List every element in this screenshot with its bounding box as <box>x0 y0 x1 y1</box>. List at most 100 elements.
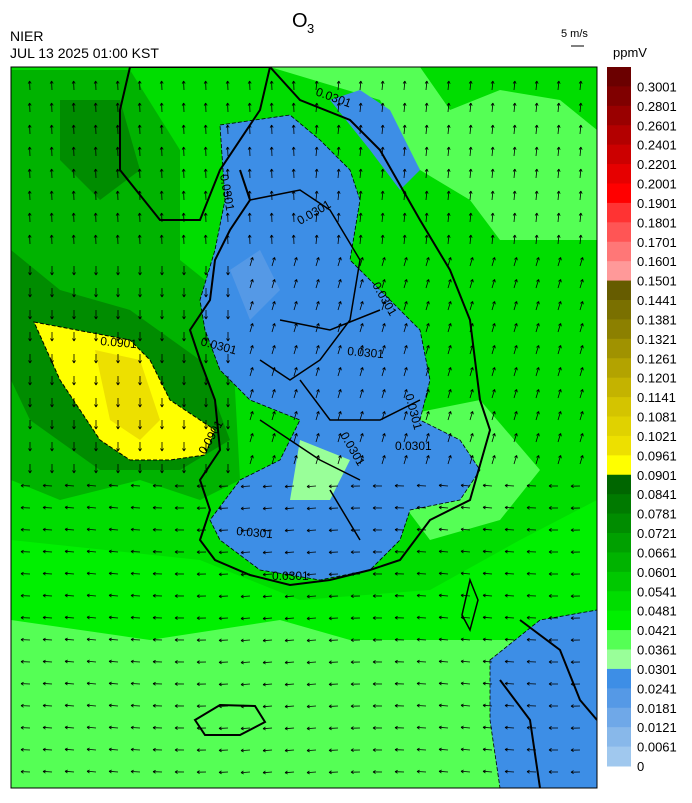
wind-arrow <box>578 124 583 135</box>
wind-arrow <box>526 681 537 686</box>
wind-arrow <box>416 615 427 620</box>
wind-arrow <box>116 398 120 408</box>
wind-arrow <box>196 704 207 709</box>
wind-arrow <box>468 124 473 135</box>
wind-arrow <box>534 168 539 179</box>
wind-arrow <box>28 420 32 430</box>
wind-arrow <box>557 455 562 465</box>
wind-arrow <box>359 301 364 311</box>
wind-arrow <box>460 615 471 620</box>
wind-arrow <box>50 420 54 430</box>
wind-arrow <box>115 146 120 157</box>
wind-arrow <box>548 638 559 642</box>
wind-arrow <box>86 769 97 774</box>
wind-arrow <box>293 367 298 377</box>
wind-arrow <box>504 527 515 532</box>
wind-arrow <box>359 345 364 355</box>
wind-arrow <box>226 464 230 474</box>
colorbar-box <box>607 416 631 437</box>
wind-arrow <box>513 279 518 289</box>
wind-arrow <box>247 102 252 113</box>
wind-arrow <box>226 310 230 320</box>
wind-arrow <box>42 483 53 488</box>
wind-arrow <box>424 190 429 201</box>
wind-arrow <box>526 637 537 642</box>
wind-arrow <box>337 301 342 311</box>
wind-arrow <box>490 168 495 179</box>
wind-arrow <box>526 615 537 620</box>
wind-arrow <box>570 660 581 665</box>
wind-arrow <box>284 748 295 753</box>
wind-arrow <box>513 455 518 465</box>
wind-arrow <box>174 528 185 532</box>
wind-field <box>20 80 584 775</box>
colorbar-box <box>607 241 631 262</box>
wind-arrow <box>226 398 230 408</box>
wind-arrow <box>306 616 317 621</box>
wind-arrow <box>491 345 496 355</box>
wind-arrow <box>42 747 53 752</box>
admin-border <box>249 189 421 541</box>
wind-arrow <box>27 124 32 135</box>
wind-arrow <box>138 310 142 320</box>
wind-arrow <box>152 637 163 642</box>
wind-arrow <box>350 484 361 489</box>
wind-arrow <box>556 102 561 113</box>
colorbar-box <box>607 474 631 495</box>
wind-arrow <box>218 704 229 709</box>
wind-arrow <box>469 301 474 311</box>
wind-arrow <box>350 506 361 511</box>
wind-arrow <box>72 354 76 364</box>
wind-arrow <box>284 594 295 599</box>
wind-arrow <box>372 572 383 576</box>
wind-arrow <box>159 190 164 201</box>
wind-arrow <box>394 725 405 730</box>
field-zone <box>330 90 420 190</box>
colorbar-box <box>607 688 631 709</box>
wind-arrow <box>94 310 98 320</box>
wind-arrow <box>42 703 53 708</box>
wind-arrow <box>71 124 76 135</box>
wind-arrow <box>159 80 164 91</box>
wind-arrow <box>306 506 317 511</box>
wind-arrow <box>425 389 430 399</box>
wind-arrow <box>115 212 120 223</box>
wind-arrow <box>137 190 142 201</box>
wind-arrow <box>218 748 229 753</box>
wind-arrow <box>64 549 75 554</box>
wind-arrow <box>72 420 76 430</box>
colorbar-label: 0.0421 <box>637 623 677 638</box>
wind-arrow <box>416 637 427 642</box>
wind-arrow <box>425 301 430 311</box>
wind-arrow <box>526 769 537 774</box>
wind-arrow <box>42 637 53 642</box>
colorbar-label: 0.0961 <box>637 448 677 463</box>
wind-arrow <box>284 726 295 731</box>
wind-arrow <box>130 681 141 686</box>
wind-arrow <box>160 288 164 298</box>
wind-arrow <box>174 616 185 620</box>
wind-arrow <box>535 323 540 333</box>
wind-arrow <box>556 80 561 91</box>
wind-arrow <box>108 527 119 532</box>
wind-arrow <box>416 527 427 532</box>
wind-arrow <box>336 234 341 245</box>
wind-arrow <box>50 376 54 386</box>
wind-arrow <box>350 726 361 731</box>
wind-arrow <box>130 483 141 488</box>
wind-arrow <box>394 747 405 752</box>
wind-arrow <box>557 323 562 333</box>
wind-arrow <box>350 704 361 709</box>
wind-arrow <box>86 505 97 510</box>
wind-arrow <box>380 190 385 201</box>
wind-arrow <box>291 234 296 245</box>
colorbar-box <box>607 300 631 320</box>
wind-arrow <box>578 102 583 113</box>
wind-arrow <box>49 212 54 223</box>
wind-arrow <box>468 190 473 201</box>
field-zone <box>270 67 597 240</box>
wind-arrow <box>504 615 515 620</box>
wind-arrow <box>424 168 429 179</box>
wind-arrow <box>350 528 361 533</box>
field-zone <box>290 440 350 500</box>
